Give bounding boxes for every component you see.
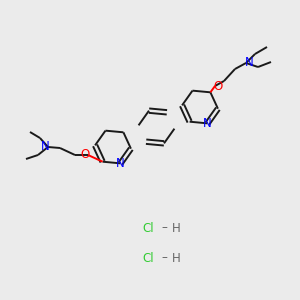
Text: O: O bbox=[213, 80, 223, 92]
Text: N: N bbox=[244, 56, 253, 70]
Text: O: O bbox=[80, 148, 90, 161]
Text: –: – bbox=[161, 221, 167, 235]
Text: Cl: Cl bbox=[142, 251, 154, 265]
Text: N: N bbox=[116, 157, 125, 170]
Text: Cl: Cl bbox=[142, 221, 154, 235]
Text: N: N bbox=[40, 140, 50, 154]
Text: H: H bbox=[172, 251, 180, 265]
Text: N: N bbox=[203, 117, 212, 130]
Text: H: H bbox=[172, 221, 180, 235]
Text: –: – bbox=[161, 251, 167, 265]
